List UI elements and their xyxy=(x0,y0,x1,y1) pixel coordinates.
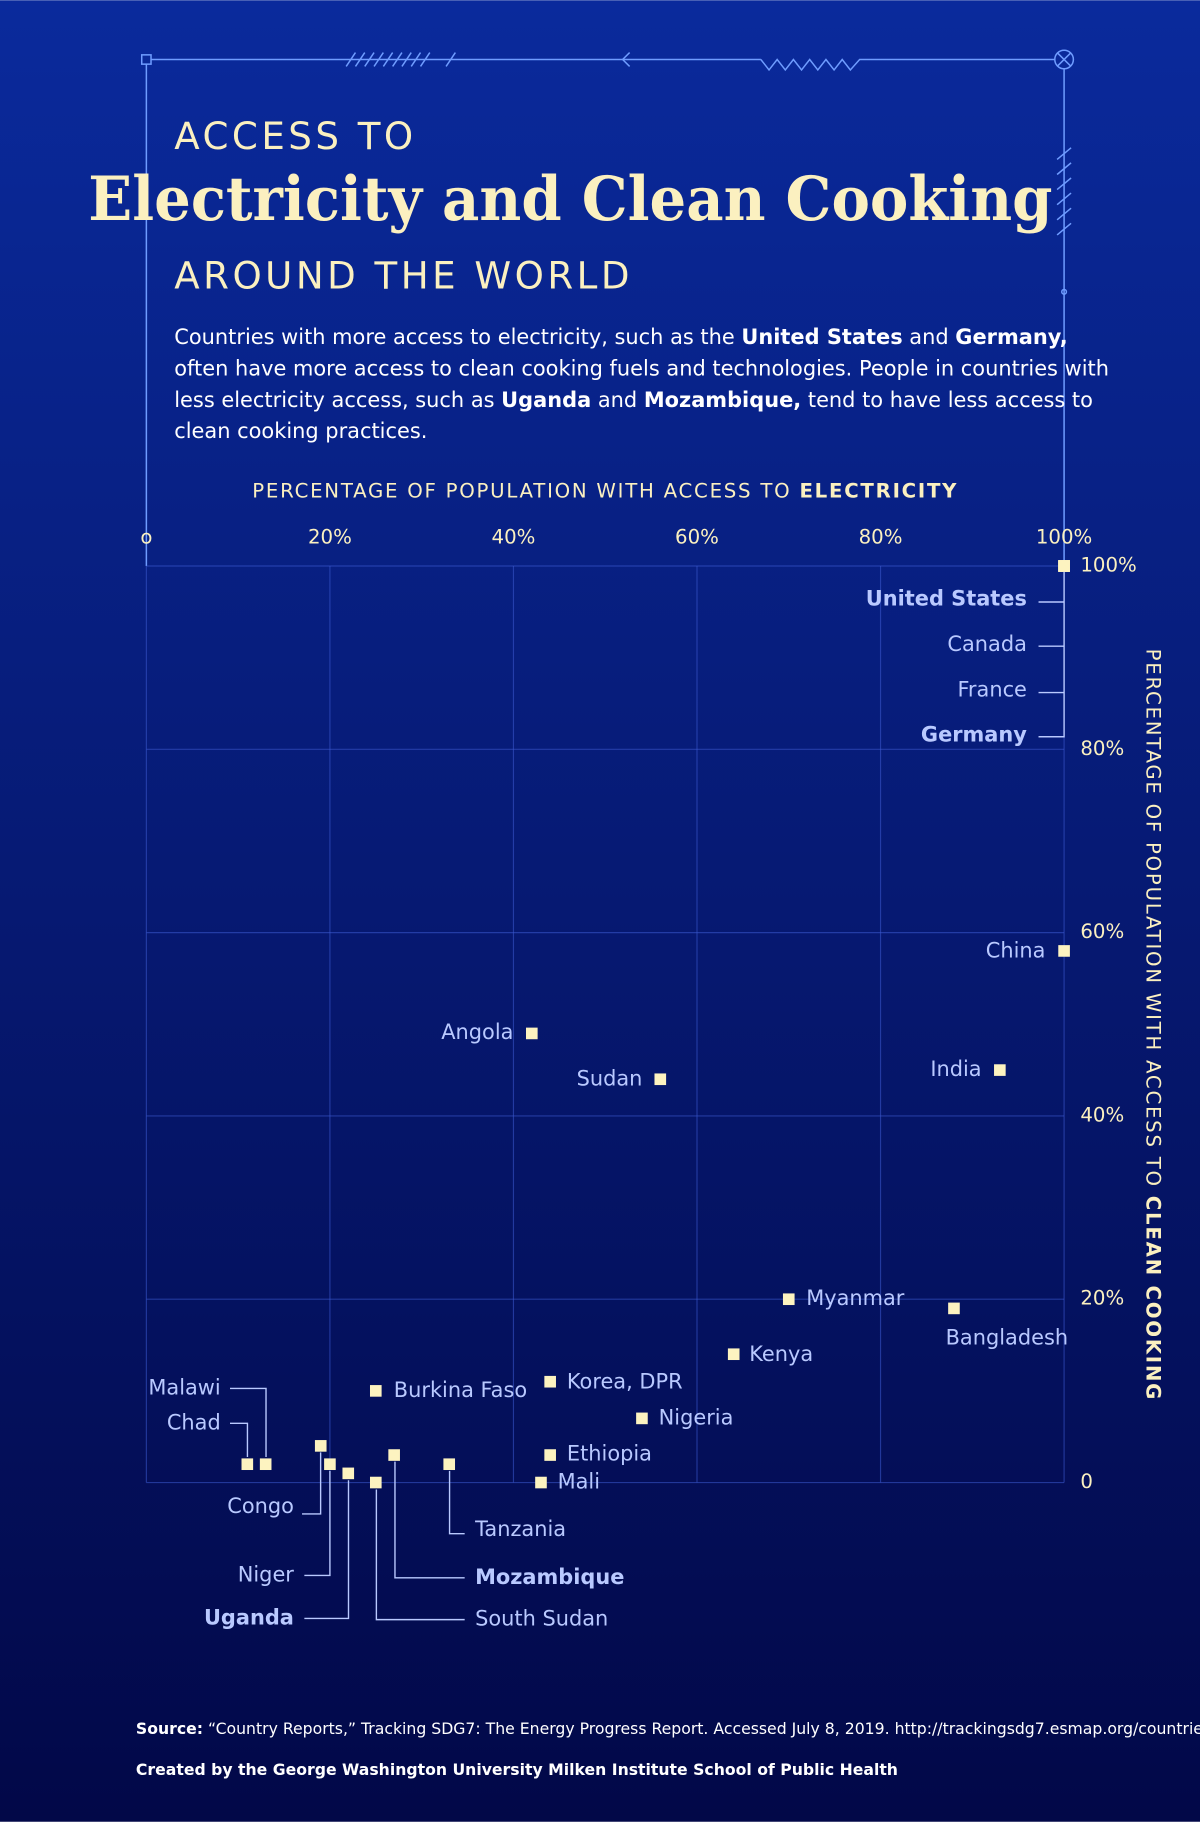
leader-line xyxy=(448,1470,465,1535)
point-label: Korea, DPR xyxy=(567,1370,683,1394)
x-tick-label: o xyxy=(140,526,152,549)
point-label: Angola xyxy=(441,1020,513,1044)
point xyxy=(727,1348,740,1361)
kicker: ACCESS TO xyxy=(174,114,416,158)
leader-line xyxy=(394,1461,465,1579)
description-segment: and xyxy=(591,388,644,413)
point-label: Ethiopia xyxy=(567,1442,652,1466)
point-label: Niger xyxy=(238,1562,295,1586)
leader-line xyxy=(304,1480,350,1620)
leader-line xyxy=(304,1470,331,1577)
point-label: Burkina Faso xyxy=(394,1378,527,1402)
subtitle: AROUND THE WORLD xyxy=(174,253,633,297)
text-segment: Source: xyxy=(136,1718,203,1737)
point-label: Kenya xyxy=(749,1342,813,1366)
point-label: Tanzania xyxy=(474,1517,566,1541)
y-tick-label: 20% xyxy=(1080,1287,1124,1310)
point-label: Congo xyxy=(227,1494,294,1518)
x-tick-label: 60% xyxy=(675,526,719,549)
x-tick-label: 40% xyxy=(492,526,536,549)
y-axis-title: PERCENTAGE OF POPULATION WITH ACCESS TO … xyxy=(1142,649,1165,1401)
description-segment: United States xyxy=(741,325,903,350)
description-segment: and xyxy=(902,325,956,350)
point-label: Chad xyxy=(167,1410,221,1434)
description-segment: Germany, xyxy=(955,325,1068,350)
point xyxy=(948,1302,960,1315)
point xyxy=(342,1467,355,1480)
point-label: Nigeria xyxy=(659,1406,734,1430)
point xyxy=(388,1449,400,1461)
title: Electricity and Clean Cooking xyxy=(88,164,1052,235)
description-segment: Mozambique, xyxy=(643,388,802,413)
point xyxy=(259,1458,272,1471)
frame xyxy=(140,49,1075,566)
description-segment: tend to have less access to clean cookin… xyxy=(174,388,1093,445)
point xyxy=(1058,560,1070,572)
point xyxy=(994,1064,1006,1076)
description-segment: Uganda xyxy=(501,388,592,413)
plot: o 20% 40% 60% 80% 100% 0 20% 40% 60% 80% 100% United… xyxy=(140,526,1136,1631)
point xyxy=(324,1458,336,1471)
point xyxy=(241,1458,254,1471)
credit: Created by the George Washington Univers… xyxy=(136,1760,898,1779)
description-segment: Countries with more access to electricit… xyxy=(174,325,742,350)
point-label: India xyxy=(930,1057,981,1081)
text-segment: PERCENTAGE OF POPULATION WITH ACCESS TO xyxy=(252,479,799,502)
point-label: Mali xyxy=(558,1470,600,1494)
point xyxy=(369,1476,382,1489)
x-tick-label: 80% xyxy=(859,526,903,549)
text-segment: “Country Reports,” Tracking SDG7: The En… xyxy=(203,1718,1200,1737)
point-label: South Sudan xyxy=(475,1607,608,1631)
leader-line xyxy=(230,1422,249,1457)
point xyxy=(1058,945,1070,957)
point-label: Sudan xyxy=(577,1066,643,1090)
y-tick-label: 100% xyxy=(1080,553,1136,576)
point-label: Bangladesh xyxy=(946,1325,1068,1349)
point xyxy=(526,1027,538,1040)
point-label: Myanmar xyxy=(806,1286,905,1310)
point-label: Canada xyxy=(947,632,1026,656)
source: Source: “Country Reports,” Tracking SDG7… xyxy=(136,1718,1200,1737)
point xyxy=(636,1412,648,1425)
leader-line xyxy=(1038,565,1065,738)
point xyxy=(369,1385,382,1397)
point xyxy=(544,1449,556,1461)
point xyxy=(443,1458,456,1471)
point-label: Uganda xyxy=(204,1605,294,1629)
description-segment: often have more access to clean cooking … xyxy=(174,356,1109,413)
point xyxy=(314,1440,327,1452)
point-label: Mozambique xyxy=(475,1565,624,1589)
point-label: United States xyxy=(866,587,1027,611)
leader-line xyxy=(375,1489,465,1621)
leader-line xyxy=(302,1452,322,1515)
x-tick-label: 20% xyxy=(308,526,352,549)
point xyxy=(544,1375,556,1388)
point-label: Malawi xyxy=(148,1375,220,1399)
text-segment: CLEAN COOKING xyxy=(1142,1196,1165,1401)
description: Countries with more access to electricit… xyxy=(174,322,1115,447)
x-axis-title: PERCENTAGE OF POPULATION WITH ACCESS TO … xyxy=(252,479,958,502)
text-segment: ELECTRICITY xyxy=(799,479,958,502)
point-label: China xyxy=(986,939,1046,963)
text-segment: PERCENTAGE OF POPULATION WITH ACCESS TO xyxy=(1142,649,1165,1196)
y-tick-label: 0 xyxy=(1080,1470,1093,1493)
y-tick-label: 80% xyxy=(1080,737,1124,760)
point xyxy=(654,1073,667,1086)
point xyxy=(782,1293,795,1306)
x-tick-label: 100% xyxy=(1036,526,1092,549)
description-box: Countries with more access to electricit… xyxy=(174,322,1115,447)
leader-line xyxy=(230,1387,267,1457)
y-tick-label: 40% xyxy=(1080,1103,1124,1126)
point-label: Germany xyxy=(921,723,1027,747)
y-tick-label: 60% xyxy=(1080,920,1124,943)
point-label: France xyxy=(957,677,1026,701)
point xyxy=(535,1476,547,1489)
